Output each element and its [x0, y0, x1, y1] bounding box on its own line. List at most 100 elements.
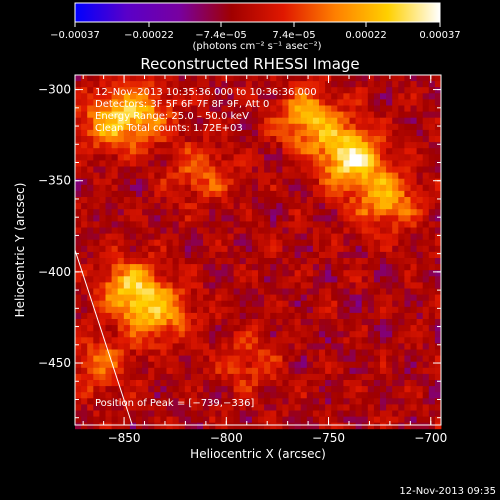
heatmap-cell [319, 197, 326, 204]
heatmap-cell [331, 319, 338, 326]
heatmap-cell [422, 111, 430, 119]
heatmap-cell [270, 148, 277, 155]
heatmap-cell [392, 331, 399, 338]
heatmap-cell [404, 129, 411, 137]
heatmap-cell [178, 209, 186, 216]
heatmap-cell [178, 392, 186, 399]
heatmap-cell [422, 312, 430, 320]
heatmap-cell [331, 178, 338, 186]
heatmap-cell [404, 349, 411, 356]
heatmap-cell [160, 319, 167, 326]
heatmap-cell [251, 75, 259, 82]
heatmap-cell [355, 197, 363, 204]
heatmap-cell [410, 209, 417, 216]
heatmap-cell [129, 258, 137, 265]
heatmap-cell [190, 209, 198, 216]
heatmap-cell [99, 209, 106, 216]
heatmap-cell [386, 422, 393, 430]
heatmap-cell [203, 349, 210, 356]
heatmap-cell [160, 172, 167, 180]
heatmap-cell [282, 398, 289, 405]
heatmap-cell [319, 392, 326, 399]
heatmap-cell [288, 75, 295, 82]
heatmap-cell [75, 239, 82, 247]
heatmap-cell [142, 349, 149, 356]
heatmap-cell [398, 203, 405, 210]
heatmap-cell [367, 142, 375, 149]
heatmap-cell [349, 93, 356, 100]
heatmap-cell [184, 343, 192, 350]
heatmap-cell [355, 373, 363, 381]
heatmap-cell [398, 93, 405, 100]
heatmap-cell [312, 422, 320, 430]
heatmap-cell [221, 87, 228, 94]
heatmap-cell [215, 203, 222, 210]
heatmap-cell [422, 123, 430, 131]
heatmap-cell [337, 142, 344, 149]
heatmap-cell [264, 312, 271, 320]
heatmap-cell [276, 245, 283, 253]
heatmap-cell [367, 233, 375, 241]
heatmap-cell [428, 178, 436, 186]
heatmap-cell [367, 129, 375, 137]
heatmap-cell [123, 87, 131, 94]
heatmap-cell [386, 75, 393, 82]
heatmap-cell [312, 306, 320, 314]
heatmap-cell [81, 361, 88, 369]
heatmap-cell [87, 282, 94, 289]
heatmap-cell [166, 367, 173, 375]
heatmap-cell [203, 410, 210, 417]
heatmap-cell [233, 294, 241, 302]
heatmap-cell [123, 197, 131, 204]
heatmap-cell [306, 258, 314, 265]
heatmap-cell [123, 343, 131, 350]
heatmap-cell [380, 136, 387, 143]
heatmap-cell [416, 184, 424, 192]
heatmap-cell [227, 404, 234, 411]
heatmap-cell [270, 197, 277, 204]
heatmap-cell [367, 227, 375, 234]
heatmap-cell [87, 380, 94, 387]
heatmap-cell [416, 355, 424, 363]
heatmap-cell [251, 233, 259, 241]
heatmap-cell [422, 380, 430, 387]
heatmap-cell [172, 87, 180, 94]
heatmap-cell [270, 93, 277, 100]
heatmap-cell [166, 264, 173, 271]
heatmap-cell [319, 75, 326, 82]
heatmap-cell [129, 154, 137, 161]
heatmap-cell [428, 373, 436, 381]
heatmap-cell [172, 203, 180, 210]
heatmap-cell [428, 422, 436, 430]
heatmap-cell [258, 166, 265, 173]
heatmap-cell [367, 81, 375, 88]
heatmap-cell [136, 258, 143, 265]
heatmap-cell [398, 410, 405, 417]
heatmap-cell [203, 380, 210, 387]
heatmap-cell [221, 361, 228, 369]
heatmap-cell [422, 251, 430, 259]
heatmap-cell [233, 337, 241, 344]
heatmap-cell [227, 258, 234, 265]
heatmap-cell [111, 81, 119, 88]
heatmap-cell [319, 117, 326, 125]
heatmap-cell [294, 197, 302, 204]
heatmap-cell [190, 361, 198, 369]
heatmap-cell [337, 422, 344, 430]
heatmap-cell [93, 380, 100, 387]
heatmap-cell [99, 380, 106, 387]
heatmap-cell [197, 203, 204, 210]
heatmap-cell [325, 325, 332, 332]
heatmap-cell [331, 251, 338, 259]
heatmap-cell [282, 416, 289, 424]
heatmap-cell [166, 422, 173, 430]
heatmap-cell [337, 172, 344, 180]
heatmap-cell [404, 410, 411, 417]
heatmap-cell [264, 154, 271, 161]
heatmap-cell [331, 410, 338, 417]
heatmap-cell [373, 306, 381, 314]
heatmap-cell [117, 319, 125, 326]
heatmap-cell [258, 386, 265, 393]
heatmap-cell [361, 81, 369, 88]
heatmap-cell [386, 361, 393, 369]
